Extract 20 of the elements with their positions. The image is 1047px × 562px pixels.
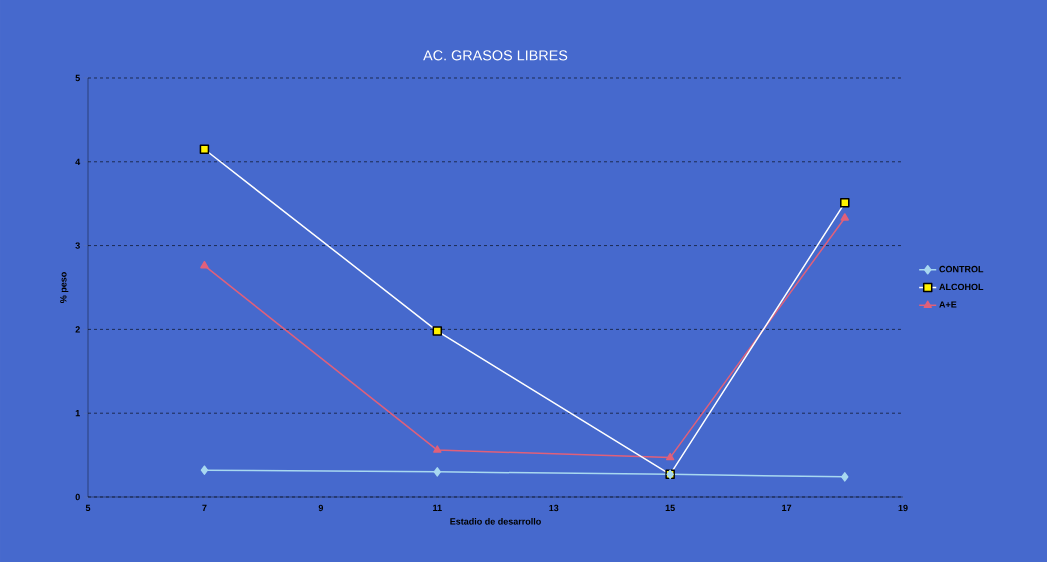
x-tick-label: 17 (782, 504, 792, 511)
chart-title: AC. GRASOS LIBRES (423, 50, 568, 61)
x-tick-label: 15 (665, 504, 675, 512)
y-tick-label: 3 (75, 242, 80, 249)
y-tick-label: 1 (75, 410, 80, 417)
x-tick-label: 9 (318, 504, 324, 512)
y-tick-label: 4 (75, 158, 81, 165)
y-tick-label: 0 (75, 493, 80, 501)
x-tick-label: 7 (202, 504, 207, 511)
y-tick-label: 5 (75, 74, 80, 82)
legend-label: A+E (939, 301, 957, 308)
x-axis-title: Estadio de desarrollo (450, 518, 541, 525)
x-tick-label: 19 (898, 504, 908, 512)
legend-label: CONTROL (939, 265, 984, 273)
y-axis-title: % peso (60, 272, 69, 304)
x-tick-label: 11 (433, 504, 442, 511)
x-tick-label: 13 (549, 504, 559, 512)
legend-label: ALCOHOL (939, 283, 984, 291)
y-tick-label: 2 (75, 326, 80, 333)
x-tick-label: 5 (85, 504, 91, 512)
